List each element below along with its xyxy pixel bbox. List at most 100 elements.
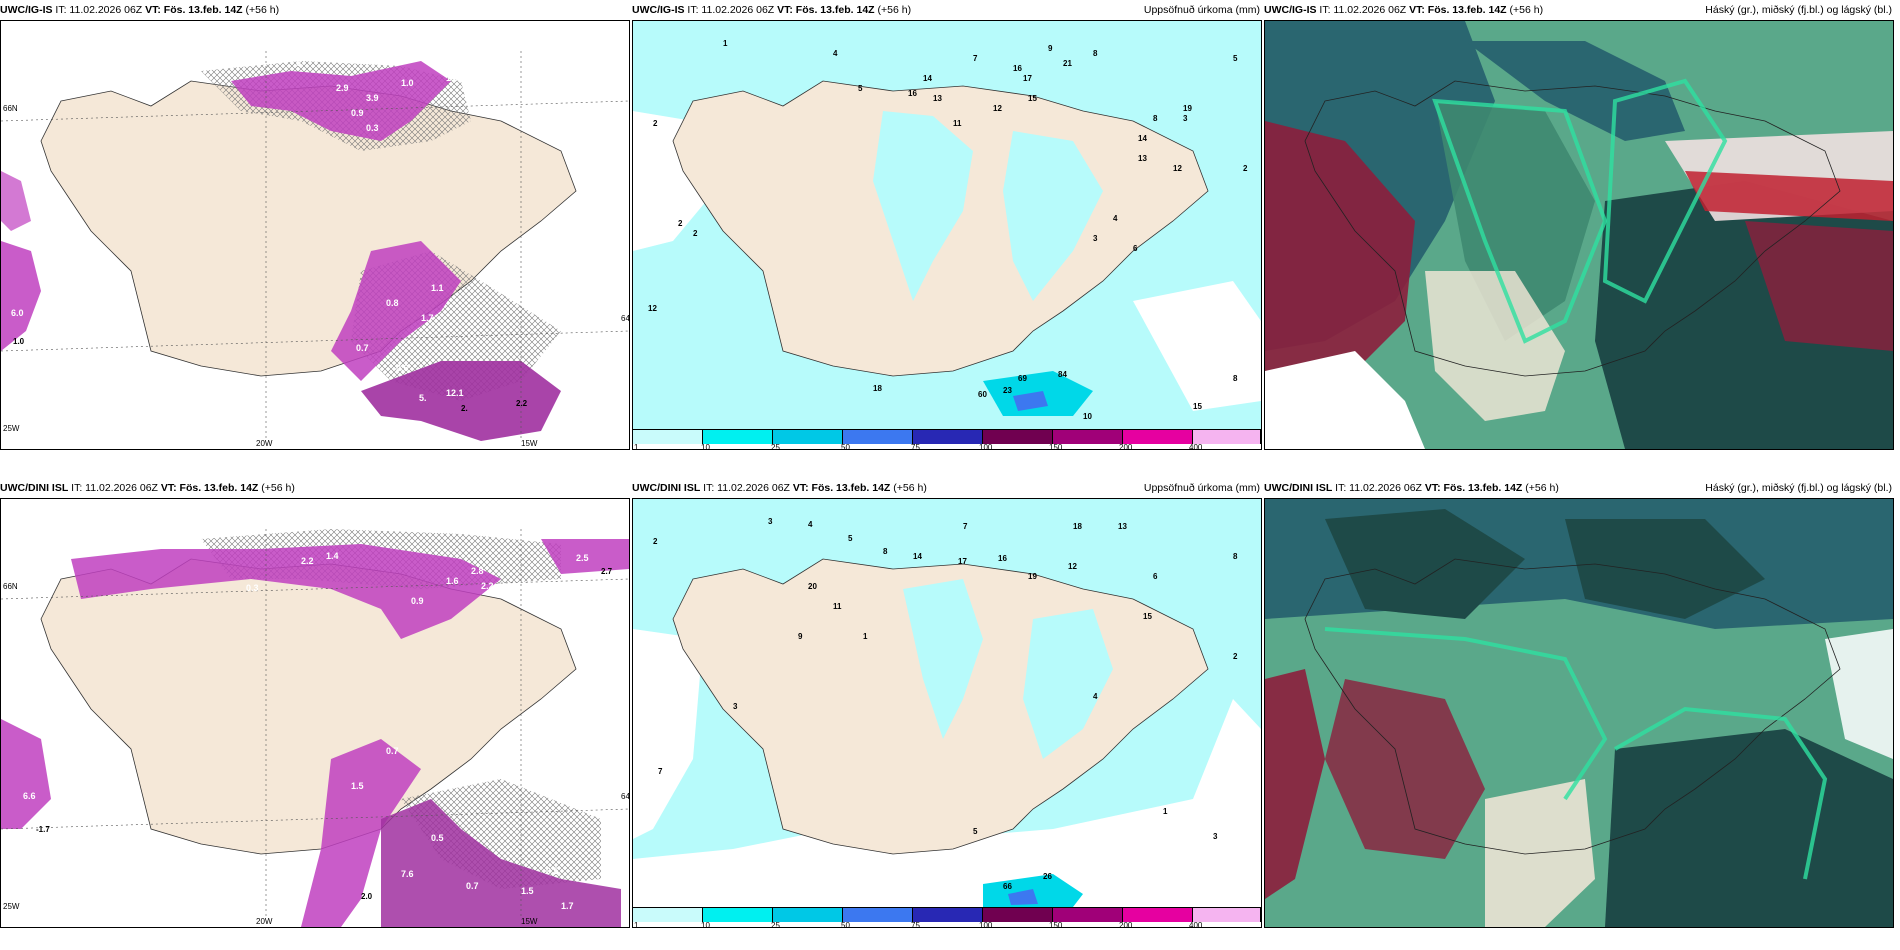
value-label: 2.5 xyxy=(576,553,589,563)
panel-dini-cloud: UWC/DINI ISL IT: 11.02.2026 06Z VT: Fös.… xyxy=(1264,478,1894,928)
run-time: IT: 11.02.2026 06Z xyxy=(1335,482,1422,494)
valid-time: VT: Fös. 13.feb. 14Z xyxy=(1409,4,1507,16)
value-label: 23 xyxy=(1003,386,1012,395)
colorbar-swatch xyxy=(773,430,843,444)
value-label: 26 xyxy=(1043,872,1052,881)
colorbar: 1 10 25 50 75 100 150 200 400 xyxy=(633,429,1261,450)
value-label: 13 xyxy=(933,94,942,103)
value-label: 8 xyxy=(1093,49,1098,58)
value-label: 14 xyxy=(923,74,932,83)
panel-title: Uppsöfnuð úrkoma (mm) xyxy=(1143,482,1260,494)
value-label: 21 xyxy=(1063,59,1072,68)
colorbar: 1 10 25 50 75 100 150 200 400 xyxy=(633,907,1261,928)
precip-values: 2 1 5 4 7 9 8 5 3 2 14 16 13 16 17 21 8 … xyxy=(648,39,1248,421)
precip-map: 2 3 4 5 8 7 14 17 16 18 13 12 20 11 1 3 … xyxy=(633,499,1261,907)
value-label: 12 xyxy=(648,304,657,313)
value-label: 0.9 xyxy=(351,108,364,118)
value-label: 16 xyxy=(1013,64,1022,73)
lead-time: (+56 h) xyxy=(1525,482,1559,494)
valid-time: VT: Fös. 13.feb. 14Z xyxy=(145,4,243,16)
value-label: 14 xyxy=(913,552,922,561)
value-label: 60 xyxy=(978,390,987,399)
value-label: 5 xyxy=(848,534,853,543)
run-time: IT: 11.02.2026 06Z xyxy=(55,4,143,16)
run-time: IT: 11.02.2026 06Z xyxy=(703,482,790,494)
model-name: UWC/DINI ISL xyxy=(632,482,701,494)
value-label: 19 xyxy=(1183,104,1192,113)
value-label: 8 xyxy=(883,547,888,556)
value-label: 84 xyxy=(1058,370,1067,379)
colorbar-label: 75 xyxy=(911,921,920,928)
value-label: 0.7 xyxy=(386,746,399,756)
value-label: 0.9 xyxy=(581,413,594,423)
value-label: 6 xyxy=(1153,572,1158,581)
colorbar-label: 100 xyxy=(979,443,993,450)
value-label: 14 xyxy=(1138,134,1147,143)
value-label: 5 xyxy=(858,84,863,93)
value-label: 2.0 xyxy=(361,892,373,901)
run-time: IT: 11.02.2026 06Z xyxy=(1319,4,1407,16)
valid-time: VT: Fös. 13.feb. 14Z xyxy=(160,482,259,494)
value-label: 5 xyxy=(973,827,978,836)
colorbar-label: 200 xyxy=(1119,921,1133,928)
value-label: 2.2 xyxy=(481,581,494,591)
colorbar-label: 200 xyxy=(1119,443,1133,450)
precip-map: 2 1 5 4 7 9 8 5 3 2 14 16 13 16 17 21 8 … xyxy=(633,21,1261,429)
value-label: 2 xyxy=(653,119,658,128)
wind-values: 0. 2.9 3.9 1.0 0.3 1.8 0.9 6.0 1.0 0.8 0… xyxy=(11,58,594,433)
panel-header: UWC/IG-IS IT: 11.02.2026 06Z VT: Fös. 13… xyxy=(1264,2,1894,18)
map-frame: 2 3 4 5 8 7 14 17 16 18 13 12 20 11 1 3 … xyxy=(632,498,1262,928)
value-label: 2.2 xyxy=(301,556,314,566)
lead-time: (+56 h) xyxy=(877,4,912,16)
value-label: 0.7 xyxy=(356,343,369,353)
value-label: 16 xyxy=(998,554,1007,563)
colorbar-label: 25 xyxy=(771,443,780,450)
colorbar-swatch xyxy=(703,908,773,922)
value-label: 3 xyxy=(1213,832,1218,841)
colorbar-label: 50 xyxy=(841,443,850,450)
value-label: 0.5 xyxy=(546,866,559,876)
value-label: 12 xyxy=(993,104,1002,113)
wind-map: 20W 15W 25W 66N 64N 0. 2.9 3.9 1.0 0.3 1… xyxy=(1,21,629,449)
value-label: 2.8 xyxy=(471,566,484,576)
value-label: 5. xyxy=(419,393,427,403)
value-label: 4 xyxy=(833,49,838,58)
value-label: 12.1 xyxy=(446,388,464,398)
value-label: 12 xyxy=(1173,164,1182,173)
value-label: 18 xyxy=(873,384,882,393)
colorbar-swatch xyxy=(703,430,773,444)
value-label: 69 xyxy=(1018,374,1027,383)
colorbar-label: 1 xyxy=(634,921,639,928)
value-label: 1.5 xyxy=(521,886,534,896)
value-label: 8 xyxy=(1233,552,1238,561)
colorbar-swatch xyxy=(913,430,983,444)
value-label: 15 xyxy=(1028,94,1037,103)
model-name: UWC/DINI ISL xyxy=(1264,482,1333,494)
valid-time: VT: Fös. 13.feb. 14Z xyxy=(792,482,891,494)
value-label: 5 xyxy=(1233,54,1238,63)
value-label: 6 xyxy=(1133,244,1138,253)
value-label: 1.8 xyxy=(446,73,459,83)
cloud-map xyxy=(1265,21,1893,449)
panel-header: UWC/IG-IS IT: 11.02.2026 06Z VT: Fös. 13… xyxy=(632,2,1262,18)
colorbar-swatch xyxy=(633,908,703,922)
precip-values: 2 3 4 5 8 7 14 17 16 18 13 12 20 11 1 3 … xyxy=(653,517,1238,891)
value-label: 3 xyxy=(1093,234,1098,243)
lead-time: (+56 h) xyxy=(1509,4,1544,16)
model-name: UWC/IG-IS xyxy=(0,4,53,16)
colorbar-label: 400 xyxy=(1189,921,1203,928)
value-label: -1.7 xyxy=(36,825,50,834)
panel-header: UWC/DINI ISL IT: 11.02.2026 06Z VT: Fös.… xyxy=(632,480,1262,496)
value-label: 7 xyxy=(658,767,663,776)
panel-title: Uppsöfnuð úrkoma (mm) xyxy=(1143,4,1260,16)
colorbar-swatch xyxy=(1053,908,1123,922)
value-label: 15 xyxy=(1143,612,1152,621)
value-label: 1.0 xyxy=(13,337,25,346)
value-label: 3 xyxy=(733,702,738,711)
lon-label: 15W xyxy=(521,439,538,448)
lon-label: 25W xyxy=(3,902,20,911)
valid-time: VT: Fös. 13.feb. 14Z xyxy=(777,4,875,16)
value-label: 8 xyxy=(1153,114,1158,123)
value-label: 1.7 xyxy=(421,313,434,323)
value-label: 20 xyxy=(808,582,817,591)
